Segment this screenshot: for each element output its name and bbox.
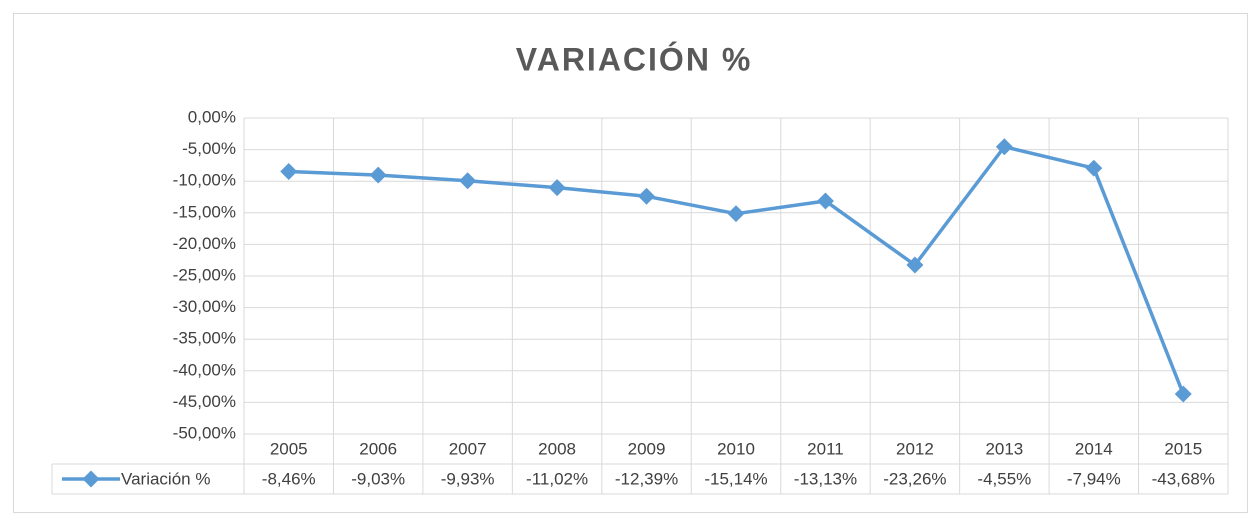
x-tick-label: 2014	[1075, 439, 1113, 458]
marker	[995, 138, 1013, 156]
table-value: -9,93%	[441, 469, 495, 488]
x-tick-label: 2008	[538, 439, 576, 458]
y-tick-label: -25,00%	[173, 265, 236, 284]
y-tick-label: -30,00%	[173, 297, 236, 316]
y-tick-label: -10,00%	[173, 171, 236, 190]
table-value: -23,26%	[883, 469, 946, 488]
x-tick-label: 2015	[1164, 439, 1202, 458]
x-tick-label: 2011	[807, 439, 844, 458]
x-tick-label: 2009	[628, 439, 666, 458]
x-tick-label: 2012	[896, 439, 934, 458]
x-tick-label: 2005	[270, 439, 308, 458]
x-tick-label: 2006	[359, 439, 397, 458]
y-tick-label: -20,00%	[173, 234, 236, 253]
legend-marker	[82, 470, 100, 488]
table-value: -43,68%	[1152, 469, 1215, 488]
x-tick-label: 2010	[717, 439, 755, 458]
table-value: -13,13%	[794, 469, 857, 488]
table-value: -4,55%	[977, 469, 1031, 488]
table-value: -9,03%	[351, 469, 405, 488]
y-tick-label: -35,00%	[173, 329, 236, 348]
table-value: -15,14%	[704, 469, 767, 488]
marker	[459, 172, 477, 190]
marker	[280, 162, 298, 180]
y-tick-label: 0,00%	[188, 107, 236, 126]
table-value: -12,39%	[615, 469, 678, 488]
x-tick-label: 2007	[449, 439, 487, 458]
marker	[638, 187, 656, 205]
y-tick-label: -15,00%	[173, 202, 236, 221]
marker	[548, 179, 566, 197]
marker	[816, 192, 834, 210]
legend-label: Variación %	[121, 469, 210, 488]
y-tick-label: -45,00%	[173, 392, 236, 411]
chart-title: VARIACIÓN %	[516, 41, 753, 77]
x-tick-label: 2013	[985, 439, 1023, 458]
marker	[906, 256, 924, 274]
y-tick-label: -5,00%	[182, 139, 236, 158]
marker	[727, 205, 745, 223]
chart-area	[13, 13, 1248, 513]
table-value: -11,02%	[526, 469, 588, 488]
y-tick-label: -40,00%	[173, 360, 236, 379]
table-value: -7,94%	[1067, 469, 1121, 488]
marker	[369, 166, 387, 184]
table-value: -8,46%	[262, 469, 316, 488]
y-tick-label: -50,00%	[173, 423, 236, 442]
